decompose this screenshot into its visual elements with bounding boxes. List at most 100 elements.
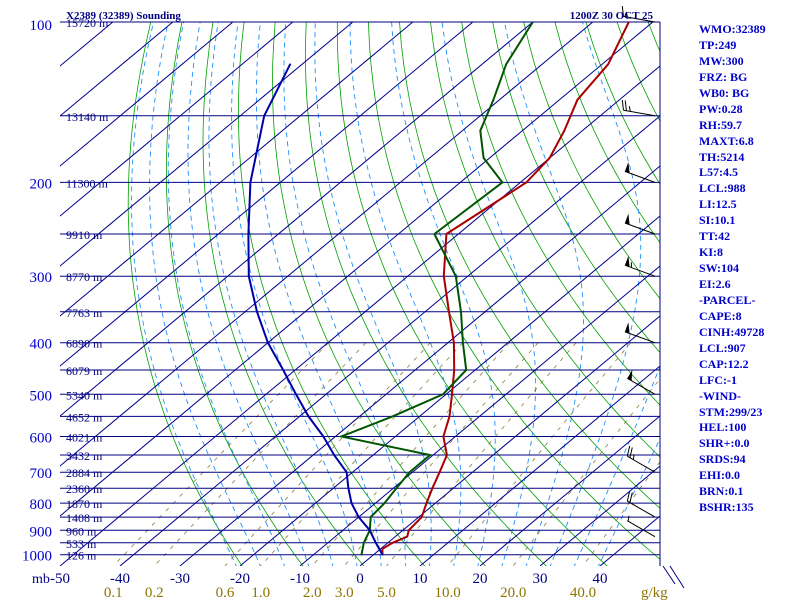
temperature-point — [525, 181, 528, 184]
mixing-ratio-unit-label: g/kg — [641, 585, 668, 600]
temperature-point — [445, 233, 448, 235]
dewpoint-point — [442, 393, 444, 396]
height-label: 8770 m — [66, 270, 103, 284]
index-item: BRN:0.1 — [699, 484, 744, 499]
mixing-ratio-tick-label: 0.2 — [145, 585, 164, 600]
height-label: 5340 m — [66, 388, 103, 402]
parcel-path-point — [357, 516, 360, 518]
index-item: STM:299/23 — [699, 404, 763, 419]
temperature-point — [420, 516, 423, 518]
wind-barb — [624, 322, 656, 344]
index-item: RH:59.7 — [699, 117, 742, 132]
temperature-point — [548, 157, 551, 159]
parcel-path-point — [256, 311, 258, 313]
mixing-ratio-tick-label: 20.0 — [500, 585, 526, 600]
temperature-tick-label: -50 — [50, 571, 70, 587]
height-label: 126 m — [66, 549, 97, 563]
mixing-ratio-tick-label: 5.0 — [377, 585, 396, 600]
parcel-path-point — [267, 341, 269, 344]
height-label: 2884 m — [66, 466, 103, 480]
wind-barb — [627, 369, 656, 395]
temperature-point — [431, 487, 434, 490]
isotherm — [539, 465, 660, 566]
temperature-tick-label: 0 — [356, 571, 364, 587]
temperature-point — [453, 369, 456, 371]
isobars — [60, 21, 660, 556]
index-item: LCL:907 — [699, 340, 746, 355]
isotherms — [60, 22, 660, 566]
wind-barb — [624, 162, 656, 183]
dry-adiabat — [492, 22, 660, 354]
height-label: 15720 m — [66, 16, 109, 30]
moist-adiabat — [131, 22, 237, 566]
index-item: TH:5214 — [699, 149, 745, 164]
index-item: MW:300 — [699, 53, 744, 68]
dewpoint-point — [465, 369, 468, 371]
index-item: SHR+:0.0 — [699, 436, 750, 451]
index-item: CAP:12.2 — [699, 356, 749, 371]
temperature-tick-label: 10 — [413, 571, 428, 587]
index-item: TP:249 — [699, 37, 737, 52]
height-label: 7763 m — [66, 306, 103, 320]
dry-adiabat — [461, 22, 660, 406]
index-item: -WIND- — [699, 388, 741, 403]
dewpoint-point — [429, 454, 431, 456]
isotherm — [359, 315, 660, 566]
pressure-tick-label: 600 — [30, 431, 53, 447]
parcel-path-point — [248, 275, 250, 278]
height-label: 11300 m — [66, 176, 109, 190]
height-label: 533 m — [66, 537, 97, 551]
isotherm — [60, 22, 594, 467]
temperature-point — [451, 393, 453, 396]
index-item: HEL:100 — [699, 420, 747, 435]
mixing-ratio-line — [113, 342, 329, 566]
index-item: TT:42 — [699, 229, 731, 244]
height-label: 960 m — [66, 524, 97, 538]
parcel-path-point — [263, 115, 266, 117]
dry-adiabats — [127, 22, 660, 566]
parcel-path-point — [350, 502, 353, 504]
mixing-ratio-tick-label: 0.1 — [104, 585, 123, 600]
parcel-path-point — [345, 471, 348, 474]
parcel-path-point — [249, 181, 252, 184]
dewpoint-point — [505, 63, 508, 65]
pressure-unit-label: mb — [32, 572, 50, 587]
dewpoint-point — [408, 471, 411, 474]
height-label: 4021 m — [66, 431, 103, 445]
temperature-point — [453, 341, 455, 344]
isotherm — [60, 22, 414, 317]
plot-background — [60, 22, 660, 566]
wind-barb — [621, 99, 656, 117]
parcel-path-point — [322, 435, 325, 438]
index-item: FRZ: BG — [699, 69, 748, 84]
isotherm — [60, 22, 354, 267]
temperature-point — [628, 22, 630, 23]
isotherm — [479, 415, 660, 566]
dewpoint-point — [340, 435, 343, 438]
index-item: PW:0.28 — [699, 101, 743, 116]
index-item: -PARCEL- — [699, 292, 756, 307]
dewpoint-point — [492, 99, 495, 101]
temperature-tick-label: -40 — [110, 571, 130, 587]
index-item: CAPE:8 — [699, 308, 742, 323]
height-label: 6079 m — [66, 364, 103, 378]
index-item: LFC:-1 — [699, 372, 737, 387]
temperature-point — [563, 129, 566, 132]
dewpoint-point — [383, 502, 386, 504]
isotherm — [60, 22, 654, 517]
mixing-ratio-tick-label: 3.0 — [335, 585, 354, 600]
mixing-ratio-line — [582, 461, 660, 566]
isotherm — [60, 22, 174, 117]
mixing-ratio-line — [512, 378, 660, 566]
pressure-tick-label: 100 — [30, 18, 53, 34]
mixing-ratio-line — [447, 342, 632, 566]
dewpoint-point — [482, 157, 485, 159]
temperature-point — [448, 311, 450, 313]
isotherm — [60, 22, 294, 217]
dewpoint-point — [391, 415, 394, 418]
isotherm — [60, 22, 234, 167]
temperature-tick-label: 30 — [533, 571, 548, 587]
temperature-point — [438, 471, 441, 474]
dewpoint-point — [501, 181, 504, 184]
